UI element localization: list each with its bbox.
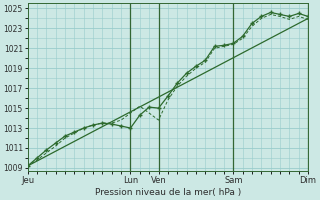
X-axis label: Pression niveau de la mer( hPa ): Pression niveau de la mer( hPa ) [95,188,241,197]
